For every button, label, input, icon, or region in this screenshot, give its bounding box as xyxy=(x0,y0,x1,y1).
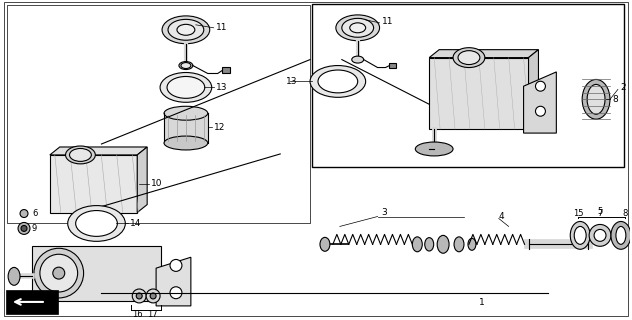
Circle shape xyxy=(53,267,64,279)
Ellipse shape xyxy=(68,205,125,241)
Text: 9: 9 xyxy=(32,224,37,233)
Ellipse shape xyxy=(574,227,586,244)
Polygon shape xyxy=(137,147,147,212)
Text: 11: 11 xyxy=(382,17,393,26)
Circle shape xyxy=(170,260,182,271)
Text: 8: 8 xyxy=(622,209,628,218)
Text: 8: 8 xyxy=(612,95,617,104)
Circle shape xyxy=(137,293,142,299)
Text: 14: 14 xyxy=(130,219,142,228)
Ellipse shape xyxy=(179,61,193,69)
Polygon shape xyxy=(528,50,538,129)
Polygon shape xyxy=(50,147,147,155)
Bar xyxy=(7,5,310,223)
Ellipse shape xyxy=(336,15,380,41)
Ellipse shape xyxy=(425,238,434,251)
Ellipse shape xyxy=(458,51,480,65)
Ellipse shape xyxy=(164,106,208,120)
Circle shape xyxy=(150,293,156,299)
Ellipse shape xyxy=(570,221,590,249)
Ellipse shape xyxy=(587,84,605,114)
Ellipse shape xyxy=(412,237,422,252)
Circle shape xyxy=(21,226,27,231)
Ellipse shape xyxy=(160,73,212,102)
Ellipse shape xyxy=(318,70,358,93)
Text: 16: 16 xyxy=(132,310,143,319)
Bar xyxy=(312,4,624,167)
Polygon shape xyxy=(50,155,137,212)
Polygon shape xyxy=(429,50,538,58)
Bar xyxy=(164,113,208,143)
Polygon shape xyxy=(156,257,191,306)
Ellipse shape xyxy=(437,236,449,253)
Ellipse shape xyxy=(415,142,453,156)
Ellipse shape xyxy=(168,20,204,40)
Circle shape xyxy=(170,287,182,299)
Circle shape xyxy=(34,248,83,298)
Circle shape xyxy=(535,106,545,116)
Ellipse shape xyxy=(594,229,606,241)
Text: 4: 4 xyxy=(499,212,504,221)
Ellipse shape xyxy=(589,224,611,246)
Ellipse shape xyxy=(454,237,464,252)
Text: 10: 10 xyxy=(151,179,162,188)
Circle shape xyxy=(40,254,78,292)
Ellipse shape xyxy=(320,237,330,251)
Ellipse shape xyxy=(616,227,626,244)
Ellipse shape xyxy=(181,63,191,68)
Polygon shape xyxy=(32,246,161,301)
Ellipse shape xyxy=(66,146,95,164)
Ellipse shape xyxy=(453,48,485,68)
Text: 6: 6 xyxy=(32,209,37,218)
Ellipse shape xyxy=(173,273,185,291)
Circle shape xyxy=(18,222,30,234)
Circle shape xyxy=(20,210,28,218)
Ellipse shape xyxy=(349,23,366,33)
Polygon shape xyxy=(523,72,556,133)
Text: 1: 1 xyxy=(479,299,485,308)
Ellipse shape xyxy=(167,76,205,98)
Text: 3: 3 xyxy=(382,208,387,217)
Text: 12: 12 xyxy=(214,123,225,132)
Ellipse shape xyxy=(468,238,476,250)
Ellipse shape xyxy=(164,136,208,150)
Ellipse shape xyxy=(70,148,92,161)
Text: 13: 13 xyxy=(216,83,227,92)
Text: FR.: FR. xyxy=(28,302,44,311)
Circle shape xyxy=(535,81,545,91)
Text: 5: 5 xyxy=(597,207,603,216)
Ellipse shape xyxy=(76,211,118,236)
Ellipse shape xyxy=(582,79,610,119)
Ellipse shape xyxy=(342,18,374,37)
Ellipse shape xyxy=(611,221,631,249)
Bar xyxy=(222,67,229,73)
Text: 7: 7 xyxy=(597,209,603,218)
Circle shape xyxy=(132,289,146,303)
Polygon shape xyxy=(6,290,58,314)
Text: 17: 17 xyxy=(147,310,158,319)
Ellipse shape xyxy=(162,16,210,44)
Ellipse shape xyxy=(310,66,366,97)
Text: 15: 15 xyxy=(573,209,583,218)
Text: 2: 2 xyxy=(620,83,626,92)
Ellipse shape xyxy=(352,56,363,63)
Circle shape xyxy=(146,289,160,303)
Polygon shape xyxy=(429,58,528,129)
Ellipse shape xyxy=(8,268,20,285)
Ellipse shape xyxy=(177,24,195,35)
Text: 11: 11 xyxy=(216,23,227,32)
Bar xyxy=(389,63,396,68)
Text: 13: 13 xyxy=(286,77,298,86)
